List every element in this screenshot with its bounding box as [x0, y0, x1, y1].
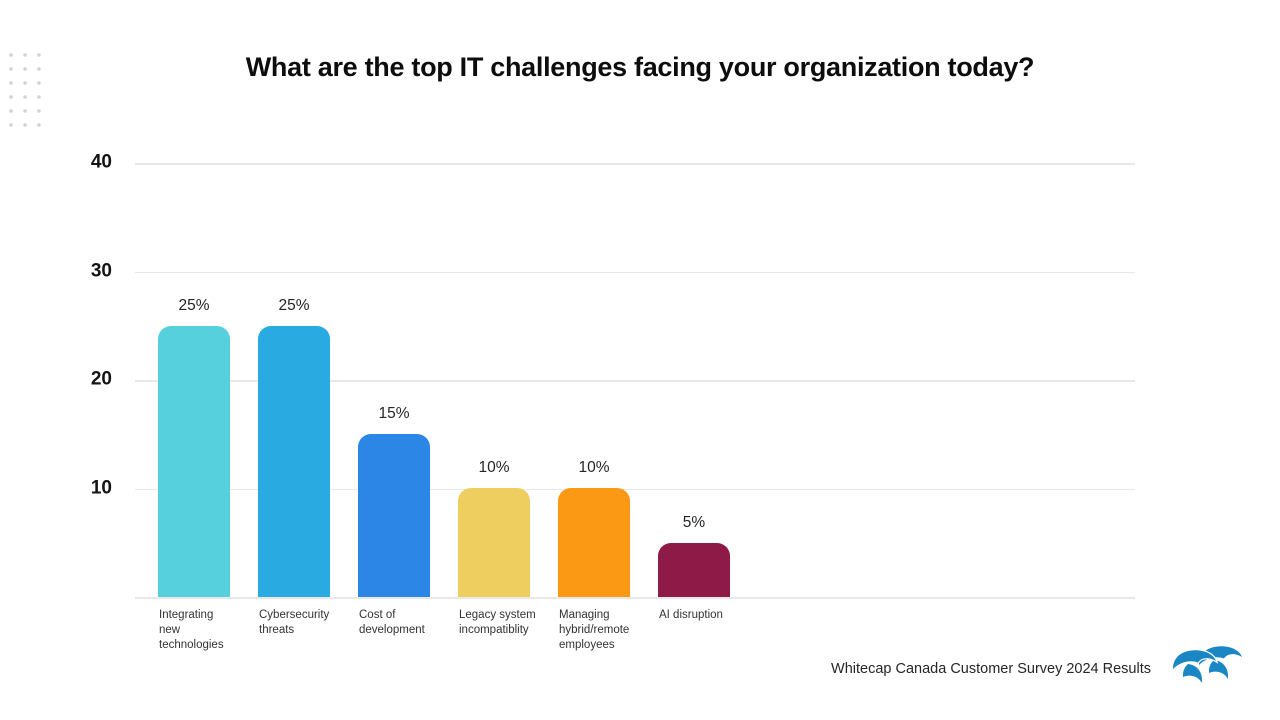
bar-1 [158, 326, 230, 597]
bar-category-label: Cybersecurity threats [259, 609, 330, 636]
gridline [135, 488, 1135, 490]
bar-chart: 25% Integrating new technologies 25% Cybers… [0, 152, 1135, 651]
bar-6 [658, 543, 730, 597]
bar-value-label: 25% [278, 297, 310, 314]
bar-value-label: 25% [178, 297, 210, 314]
bar-2 [258, 326, 330, 597]
bar-value-label: 10% [578, 459, 610, 476]
bar-value-label: 10% [478, 459, 510, 476]
chart-title: What are the top IT challenges facing yo… [245, 52, 1035, 82]
bar-category-label: Managing hybrid/remote employees [559, 609, 630, 651]
bar-value-label: 5% [682, 514, 706, 531]
y-axis-tick-label: 10 [90, 477, 112, 499]
bar-value-label: 15% [378, 405, 410, 422]
whitecap-logo-icon [1172, 646, 1242, 687]
bar-3 [358, 434, 430, 597]
bar-category-label: AI disruption [659, 609, 723, 621]
gridline [135, 380, 1135, 382]
plot-area: 25% Integrating new technologies 25% Cybers… [135, 163, 1135, 651]
gridline [135, 163, 1135, 165]
y-axis-tick-label: 40 [90, 151, 112, 173]
y-axis-tick-label: 20 [90, 368, 112, 390]
bar-category-label: Legacy system incompatiblity [459, 609, 536, 636]
dot-grid-decoration [4, 48, 44, 130]
bar-4 [458, 488, 530, 597]
gridline [135, 597, 1135, 599]
bar-category-label: Integrating new technologies [159, 609, 224, 651]
bar-5 [558, 488, 630, 597]
y-axis-tick-label: 30 [90, 260, 112, 282]
bar-category-label: Cost of development [359, 609, 425, 636]
gridline [135, 271, 1135, 273]
footer-caption: Whitecap Canada Customer Survey 2024 Res… [831, 661, 1151, 677]
